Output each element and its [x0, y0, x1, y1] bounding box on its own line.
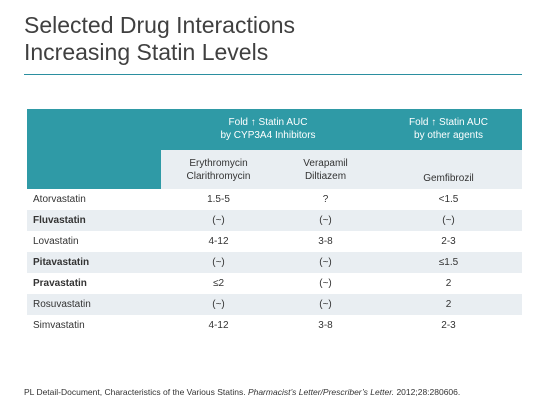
citation-reference: 2012;28:280606. [394, 387, 461, 397]
corner-header-cell [27, 109, 161, 150]
row-gemfibrozil-value: ≤1.5 [375, 252, 522, 273]
table-row: Simvastatin 4-12 3-8 2-3 [27, 315, 522, 336]
row-drug-name: Simvastatin [27, 315, 161, 336]
col-gemfibrozil-header: Gemfibrozil [375, 149, 522, 189]
row-gemfibrozil-value: 2 [375, 294, 522, 315]
col-verapamil-header: Verapamil Diltiazem [276, 149, 375, 189]
cyp3a4-header-line2: by CYP3A4 Inhibitors [220, 130, 316, 141]
table-row: Lovastatin 4-12 3-8 2-3 [27, 231, 522, 252]
row-erythromycin-value: ≤2 [161, 273, 276, 294]
row-verapamil-value: 3-8 [276, 231, 375, 252]
row-gemfibrozil-value: 2-3 [375, 315, 522, 336]
row-gemfibrozil-value: 2 [375, 273, 522, 294]
table-row: Atorvastatin 1.5-5 ? <1.5 [27, 189, 522, 210]
other-header-line1: Fold ↑ Statin AUC [409, 117, 488, 128]
col-clarithromycin-line2: Clarithromycin [186, 170, 251, 182]
table-row: Pitavastatin (~) (~) ≤1.5 [27, 252, 522, 273]
citation-footnote: PL Detail-Document, Characteristics of t… [24, 387, 460, 397]
title-divider [24, 74, 522, 75]
corner-header-cell-lower [27, 149, 161, 189]
col-erythromycin-line1: Erythromycin [189, 157, 248, 169]
row-gemfibrozil-value: <1.5 [375, 189, 522, 210]
row-drug-name: Pitavastatin [27, 252, 161, 273]
citation-journal: Pharmacist’s Letter/Prescriber’s Letter. [247, 387, 395, 397]
row-drug-name: Pravastatin [27, 273, 161, 294]
row-erythromycin-value: (~) [161, 252, 276, 273]
cyp3a4-group-header: Fold ↑ Statin AUC by CYP3A4 Inhibitors [161, 109, 375, 150]
table-row: Fluvastatin (~) (~) (~) [27, 210, 522, 231]
cyp3a4-header-line1: Fold ↑ Statin AUC [228, 117, 308, 128]
slide-title-line1: Selected Drug Interactions [24, 12, 296, 38]
col-diltiazem-line2: Diltiazem [304, 170, 347, 182]
statin-interaction-table: Fold ↑ Statin AUC by CYP3A4 Inhibitors F… [27, 109, 522, 336]
row-gemfibrozil-value: 2-3 [375, 231, 522, 252]
col-erythromycin-header: Erythromycin Clarithromycin [161, 149, 276, 189]
row-erythromycin-value: (~) [161, 210, 276, 231]
row-erythromycin-value: 4-12 [161, 231, 276, 252]
slide-title-line2: Increasing Statin Levels [24, 39, 269, 65]
row-erythromycin-value: 1.5-5 [161, 189, 276, 210]
col-gemfibrozil-label: Gemfibrozil [423, 173, 474, 184]
row-verapamil-value: ? [276, 189, 375, 210]
slide-title: Selected Drug Interactions Increasing St… [24, 12, 295, 66]
row-erythromycin-value: (~) [161, 294, 276, 315]
table-row: Rosuvastatin (~) (~) 2 [27, 294, 522, 315]
row-verapamil-value: 3-8 [276, 315, 375, 336]
other-agents-group-header: Fold ↑ Statin AUC by other agents [375, 109, 522, 150]
row-erythromycin-value: 4-12 [161, 315, 276, 336]
table-row: Pravastatin ≤2 (~) 2 [27, 273, 522, 294]
row-drug-name: Lovastatin [27, 231, 161, 252]
row-gemfibrozil-value: (~) [375, 210, 522, 231]
row-verapamil-value: (~) [276, 210, 375, 231]
citation-text: PL Detail-Document, Characteristics of t… [24, 387, 248, 397]
row-drug-name: Rosuvastatin [27, 294, 161, 315]
row-verapamil-value: (~) [276, 252, 375, 273]
row-verapamil-value: (~) [276, 294, 375, 315]
row-drug-name: Atorvastatin [27, 189, 161, 210]
row-drug-name: Fluvastatin [27, 210, 161, 231]
col-verapamil-line1: Verapamil [303, 157, 348, 169]
other-header-line2: by other agents [414, 130, 483, 141]
row-verapamil-value: (~) [276, 273, 375, 294]
